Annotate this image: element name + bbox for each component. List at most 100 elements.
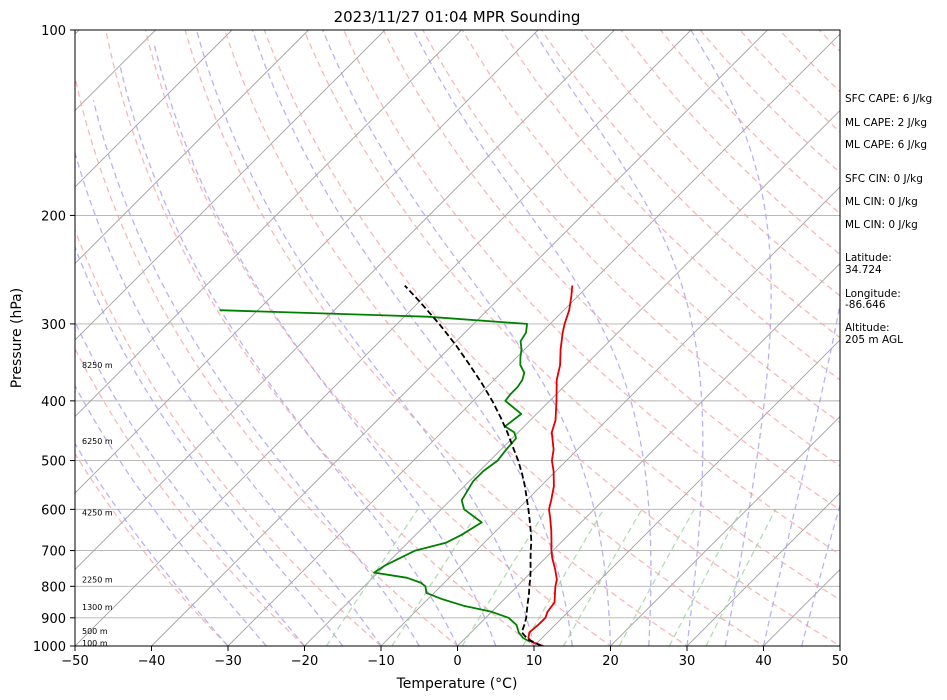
- isotherm-line: [457, 262, 840, 646]
- dry-adiabat-line: [263, 30, 840, 646]
- x-tick-label: 10: [526, 654, 543, 669]
- isotherm-line: [75, 30, 462, 418]
- y-tick-label: 300: [41, 318, 66, 333]
- height-label: 1300 m: [82, 603, 113, 612]
- info-latitude-label: Latitude:: [845, 252, 892, 264]
- dry-adiabat-line: [75, 228, 383, 646]
- x-axis-label: Temperature (°C): [396, 676, 518, 692]
- moist-adiabat-line: [75, 442, 229, 646]
- height-label: 2250 m: [82, 576, 113, 585]
- isotherm-line: [75, 30, 309, 265]
- x-tick-label: 20: [602, 654, 619, 669]
- dry-adiabat-line: [382, 30, 840, 511]
- info-ml-cin-2: ML CIN: 0 J/kg: [845, 219, 918, 231]
- dry-adiabat-line: [184, 30, 689, 646]
- dry-adiabat-line: [144, 30, 612, 646]
- info-sfc-cin: SFC CIN: 0 J/kg: [845, 173, 923, 185]
- moist-adiabat-line: [690, 30, 772, 646]
- isotherm-line: [75, 30, 539, 494]
- moist-adiabat-line: [75, 320, 305, 646]
- moist-adiabat-line: [119, 67, 459, 646]
- mixing-ratio-line: [522, 508, 605, 646]
- height-label: 100 m: [82, 639, 108, 648]
- y-tick-label: 100: [41, 24, 66, 39]
- isotherm-line: [75, 30, 233, 188]
- y-axis-label: Pressure (hPa): [9, 288, 25, 388]
- y-tick-label: 400: [41, 395, 66, 410]
- x-tick-label: 40: [755, 654, 772, 669]
- isotherm-line: [0, 30, 3, 646]
- x-tick-label: −10: [367, 654, 394, 669]
- dry-adiabat-line: [580, 30, 840, 297]
- dry-adiabat-line: [540, 30, 840, 339]
- x-tick-label: 50: [832, 654, 849, 669]
- dry-adiabat-line: [422, 30, 840, 467]
- moist-adiabat-line: [75, 384, 267, 646]
- mixing-ratio-line: [668, 509, 742, 646]
- isotherm-line: [610, 415, 840, 646]
- dry-adiabat-line: [620, 30, 840, 256]
- moist-adiabat-line: [195, 30, 535, 646]
- moist-adiabat-line: [153, 42, 497, 646]
- y-axis: 1000 900 800 700 600 500 400 300 200 100: [33, 24, 75, 655]
- isotherm-line: [151, 30, 768, 646]
- moist-adiabat-line: [532, 30, 704, 646]
- moist-adiabat-line: [322, 30, 612, 646]
- info-altitude-label: Altitude:: [845, 322, 890, 334]
- x-tick-label: −50: [61, 654, 88, 669]
- info-ml-cape-2: ML CAPE: 6 J/kg: [845, 139, 927, 151]
- chart-title: 2023/11/27 01:04 MPR Sounding: [334, 8, 581, 26]
- parcel-line: [404, 284, 542, 646]
- dry-adiabat-line: [224, 30, 765, 646]
- dry-adiabat-line: [75, 347, 306, 646]
- moist-adiabat-line: [251, 30, 573, 646]
- dewpoint-line: [219, 309, 531, 643]
- isotherm-line: [304, 109, 840, 646]
- mixing-ratio-line: [325, 508, 419, 646]
- info-sfc-cape: SFC CAPE: 6 J/kg: [845, 93, 932, 105]
- moist-adiabat-line: [801, 502, 840, 646]
- series-lines: [219, 284, 574, 646]
- isotherm-line: [75, 30, 615, 571]
- height-labels: 100 m 500 m 1300 m 2250 m 4250 m 6250 m 8250 m: [82, 361, 113, 648]
- dry-adiabat-line: [342, 30, 840, 556]
- y-tick-label: 200: [41, 209, 66, 224]
- mixing-ratio-line: [461, 508, 547, 646]
- dry-adiabat-line: [699, 30, 840, 174]
- y-tick-label: 800: [41, 580, 66, 595]
- y-tick-label: 500: [41, 455, 66, 470]
- moist-adiabat-line: [762, 301, 840, 646]
- x-tick-label: −30: [214, 654, 241, 669]
- y-tick-label: 900: [41, 612, 66, 627]
- isotherm-line: [686, 492, 840, 646]
- moist-adiabat-line: [412, 30, 652, 646]
- isotherm-line: [533, 339, 840, 646]
- height-label: 8250 m: [82, 361, 113, 370]
- x-axis: −50 −40 −30 −20 −10 0 10 20 30 40 50: [61, 646, 848, 669]
- x-tick-label: −20: [291, 654, 318, 669]
- dry-adiabat-line: [501, 30, 840, 381]
- y-tick-label: 700: [41, 545, 66, 560]
- height-label: 500 m: [82, 627, 108, 636]
- isotherm-line: [75, 30, 692, 646]
- info-ml-cape-1: ML CAPE: 2 J/kg: [845, 117, 927, 129]
- isotherm-line: [380, 186, 840, 646]
- dry-adiabat-line: [303, 30, 840, 601]
- moist-adiabat-line: [75, 245, 344, 646]
- info-longitude-value: -86.646: [845, 299, 886, 311]
- info-longitude-label: Longitude:: [845, 288, 901, 300]
- isotherm-line: [227, 33, 840, 646]
- dry-adiabat-line: [105, 30, 536, 646]
- y-tick-label: 600: [41, 503, 66, 518]
- dry-adiabat-line: [75, 452, 229, 646]
- moist-adiabat-line: [92, 100, 420, 646]
- mixing-ratio-line: [391, 508, 481, 646]
- x-tick-label: 30: [679, 654, 696, 669]
- mixing-ratio-line: [562, 508, 643, 646]
- temperature-line: [527, 285, 574, 646]
- dry-adiabat-line: [75, 74, 459, 646]
- plot-frame: [74, 29, 841, 647]
- isotherm-line: [75, 30, 386, 341]
- mixing-ratio-line: [618, 508, 695, 646]
